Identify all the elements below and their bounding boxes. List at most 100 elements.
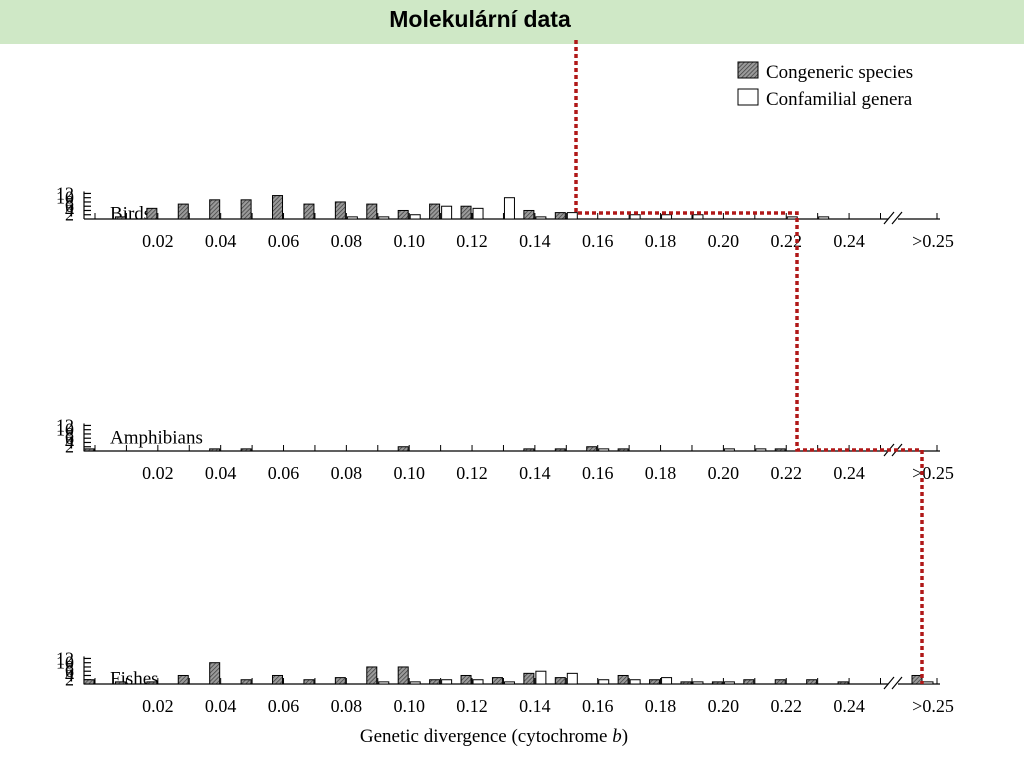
legend-label-confamilial: Confamilial genera bbox=[766, 89, 913, 110]
bar-confamilial bbox=[629, 679, 641, 685]
bar-congeneric bbox=[806, 679, 818, 685]
x-tick-label: 0.20 bbox=[708, 463, 740, 483]
panel-title: Amphibians bbox=[110, 427, 203, 448]
bar-congeneric bbox=[429, 203, 441, 220]
bar-confamilial bbox=[472, 679, 484, 685]
panel-title: Fishes bbox=[110, 668, 159, 689]
bar-congeneric bbox=[334, 201, 346, 220]
y-tick-label: 10 bbox=[56, 653, 74, 673]
x-tick-label: 0.10 bbox=[393, 231, 425, 251]
bar-congeneric bbox=[586, 446, 598, 452]
y-tick-label: 2 bbox=[65, 670, 74, 690]
bar-congeneric bbox=[177, 674, 189, 685]
x-tick-label: 0.24 bbox=[833, 696, 865, 716]
axis-break-mark bbox=[891, 676, 903, 690]
x-tick-label: 0.08 bbox=[331, 463, 363, 483]
x-axis-title: Genetic divergence (cytochrome b) bbox=[360, 726, 628, 747]
annotation-dotted-line bbox=[574, 40, 924, 684]
bar-congeneric bbox=[523, 448, 535, 452]
bar-confamilial-gt025 bbox=[922, 681, 934, 685]
bar-confamilial bbox=[472, 207, 484, 220]
bar-confamilial bbox=[818, 216, 830, 220]
bar-congeneric bbox=[83, 448, 95, 452]
bar-confamilial bbox=[566, 212, 578, 220]
bar-confamilial bbox=[409, 214, 421, 220]
x-tick-label: 0.20 bbox=[708, 696, 740, 716]
x-tick-label: 0.02 bbox=[142, 696, 174, 716]
bar-confamilial bbox=[692, 681, 704, 685]
x-tick-label: 0.22 bbox=[770, 463, 802, 483]
x-tick-label: 0.06 bbox=[268, 696, 300, 716]
x-tick-label: 0.16 bbox=[582, 231, 614, 251]
bar-congeneric bbox=[146, 207, 158, 220]
bar-congeneric bbox=[711, 681, 723, 685]
x-tick-label: 0.04 bbox=[205, 463, 237, 483]
bar-confamilial bbox=[441, 205, 453, 220]
bar-congeneric bbox=[837, 681, 849, 685]
bar-confamilial bbox=[692, 214, 704, 220]
slide-title: Molekulární data bbox=[389, 6, 571, 32]
bar-confamilial bbox=[723, 681, 735, 685]
bar-congeneric bbox=[397, 209, 409, 220]
bar-congeneric bbox=[491, 677, 503, 685]
axis-break-mark bbox=[883, 211, 895, 225]
bar-confamilial bbox=[566, 672, 578, 685]
bar-congeneric bbox=[272, 195, 284, 220]
bar-confamilial bbox=[661, 214, 673, 220]
bar-congeneric bbox=[554, 677, 566, 685]
x-tick-label: 0.18 bbox=[645, 696, 677, 716]
bar-congeneric bbox=[774, 448, 786, 452]
bar-confamilial bbox=[378, 216, 390, 220]
x-tick-label: 0.24 bbox=[833, 231, 865, 251]
y-tick-label: 4 bbox=[65, 665, 74, 685]
x-tick-label: 0.10 bbox=[393, 463, 425, 483]
bar-congeneric bbox=[114, 681, 126, 685]
x-tick-label: 0.06 bbox=[268, 231, 300, 251]
y-tick-label: 8 bbox=[65, 192, 74, 212]
bar-confamilial bbox=[598, 679, 610, 685]
y-tick-label: 8 bbox=[65, 657, 74, 677]
x-tick-label: 0.06 bbox=[268, 463, 300, 483]
bar-confamilial bbox=[723, 448, 735, 452]
x-tick-label: 0.18 bbox=[645, 231, 677, 251]
x-tick-label: 0.12 bbox=[456, 231, 488, 251]
y-tick-label: 6 bbox=[65, 428, 74, 448]
bar-congeneric bbox=[617, 674, 629, 685]
x-tick-label: 0.08 bbox=[331, 231, 363, 251]
x-tick-label: 0.08 bbox=[331, 696, 363, 716]
x-tick-label: >0.25 bbox=[912, 696, 954, 716]
bar-confamilial bbox=[535, 216, 547, 220]
x-tick-label: 0.02 bbox=[142, 463, 174, 483]
y-tick-label: 8 bbox=[65, 424, 74, 444]
y-tick-label: 4 bbox=[65, 432, 74, 452]
x-tick-label: 0.20 bbox=[708, 231, 740, 251]
bar-congeneric bbox=[272, 674, 284, 685]
bar-congeneric bbox=[177, 203, 189, 220]
bar-congeneric bbox=[397, 666, 409, 685]
y-tick-label: 6 bbox=[65, 196, 74, 216]
axis-break-mark bbox=[891, 211, 903, 225]
bar-confamilial bbox=[535, 670, 547, 685]
bar-congeneric bbox=[209, 662, 221, 685]
bar-confamilial bbox=[598, 448, 610, 452]
bar-congeneric bbox=[240, 679, 252, 685]
bar-congeneric bbox=[617, 448, 629, 452]
x-tick-label: 0.22 bbox=[770, 696, 802, 716]
x-tick-label: 0.10 bbox=[393, 696, 425, 716]
bar-congeneric bbox=[209, 199, 221, 220]
bar-congeneric-gt025 bbox=[911, 674, 923, 685]
bar-confamilial bbox=[629, 214, 641, 220]
title-bar bbox=[0, 0, 1024, 44]
bar-congeneric bbox=[366, 666, 378, 685]
legend-swatch-congeneric bbox=[737, 61, 759, 79]
legend-label-congeneric: Congeneric species bbox=[766, 62, 913, 83]
y-tick-label: 2 bbox=[65, 205, 74, 225]
bar-confamilial bbox=[409, 681, 421, 685]
legend: Congeneric species Confamilial genera bbox=[737, 61, 913, 110]
bar-confamilial bbox=[503, 197, 515, 220]
bar-congeneric bbox=[303, 679, 315, 685]
bar-confamilial bbox=[503, 681, 515, 685]
